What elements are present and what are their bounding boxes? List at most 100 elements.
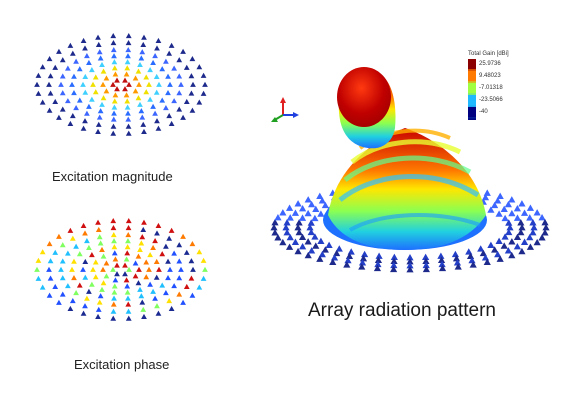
array-element <box>71 73 77 79</box>
array-element <box>200 275 207 281</box>
array-element <box>176 291 183 297</box>
array-element <box>495 210 503 217</box>
array-element <box>483 258 491 265</box>
array-element <box>58 266 64 272</box>
array-element <box>140 306 147 312</box>
array-element <box>59 258 66 264</box>
radiation-pattern-3d <box>323 67 487 250</box>
array-element <box>114 271 120 277</box>
array-element <box>143 74 150 80</box>
array-element <box>147 67 153 73</box>
array-element <box>282 224 290 231</box>
array-element <box>35 72 42 78</box>
array-element <box>123 71 130 77</box>
array-element <box>171 283 178 289</box>
array-element <box>97 108 104 114</box>
array-element <box>89 281 95 287</box>
array-element <box>481 193 490 201</box>
array-element <box>533 209 541 216</box>
array-element <box>438 260 446 268</box>
array-element <box>111 250 118 256</box>
array-element <box>154 230 160 236</box>
array-element <box>529 219 537 226</box>
array-element <box>154 45 160 51</box>
array-element <box>491 246 499 253</box>
array-element <box>513 214 522 221</box>
array-element <box>155 310 162 316</box>
array-element <box>294 224 302 231</box>
legend-swatch <box>468 59 476 69</box>
array-element <box>374 260 382 268</box>
array-element <box>176 275 183 281</box>
array-element <box>137 101 143 107</box>
array-element <box>137 246 143 253</box>
array-element <box>152 52 158 59</box>
array-element <box>285 204 294 211</box>
array-element <box>518 224 526 231</box>
array-element <box>298 214 307 221</box>
array-element <box>143 274 150 280</box>
array-element <box>538 234 546 241</box>
array-element <box>505 228 513 236</box>
array-element <box>125 130 132 136</box>
caption-excitation-magnitude: Excitation magnitude <box>52 169 173 184</box>
array-element <box>311 214 319 222</box>
array-element <box>71 274 77 281</box>
array-element <box>374 256 383 264</box>
array-element <box>46 241 53 247</box>
array-element <box>375 252 383 259</box>
array-element <box>422 257 430 265</box>
array-element <box>69 50 76 56</box>
array-element <box>294 200 302 207</box>
array-element <box>526 243 535 250</box>
array-element <box>80 81 86 87</box>
array-element <box>111 289 118 295</box>
array-element <box>283 228 291 236</box>
array-element <box>466 252 475 260</box>
array-element <box>73 243 79 249</box>
array-element <box>189 292 196 298</box>
array-element <box>178 266 184 272</box>
array-element <box>291 209 300 216</box>
array-element <box>89 252 95 258</box>
array-element <box>454 263 462 270</box>
array-element <box>46 81 52 87</box>
array-element <box>178 81 184 87</box>
array-element <box>125 47 132 53</box>
array-element <box>96 114 103 120</box>
array-element <box>200 90 207 96</box>
array-element <box>156 81 162 87</box>
array-element <box>99 101 105 107</box>
array-element <box>533 238 541 246</box>
array-element <box>358 259 367 266</box>
array-element <box>188 90 195 96</box>
legend-swatch <box>468 71 476 81</box>
array-element <box>92 274 99 280</box>
array-element <box>135 253 142 259</box>
array-element <box>279 209 287 216</box>
array-element <box>344 256 352 264</box>
array-element <box>180 233 186 239</box>
array-element <box>343 261 351 268</box>
array-element <box>137 61 143 68</box>
array-element <box>171 65 178 71</box>
array-element <box>111 53 117 59</box>
array-element <box>176 242 183 248</box>
array-element <box>316 255 324 262</box>
array-element <box>176 106 183 112</box>
array-element <box>140 121 147 127</box>
array-element <box>82 274 89 280</box>
array-element <box>513 243 521 250</box>
array-element <box>542 224 550 231</box>
array-element <box>97 293 104 299</box>
array-element <box>358 263 366 270</box>
array-element <box>82 118 88 124</box>
array-element <box>96 299 103 305</box>
array-element <box>111 295 117 301</box>
array-element <box>294 247 302 255</box>
array-element <box>286 214 294 221</box>
array-element <box>46 107 53 113</box>
array-element <box>541 218 549 226</box>
array-element <box>318 250 326 258</box>
array-element <box>95 121 102 127</box>
